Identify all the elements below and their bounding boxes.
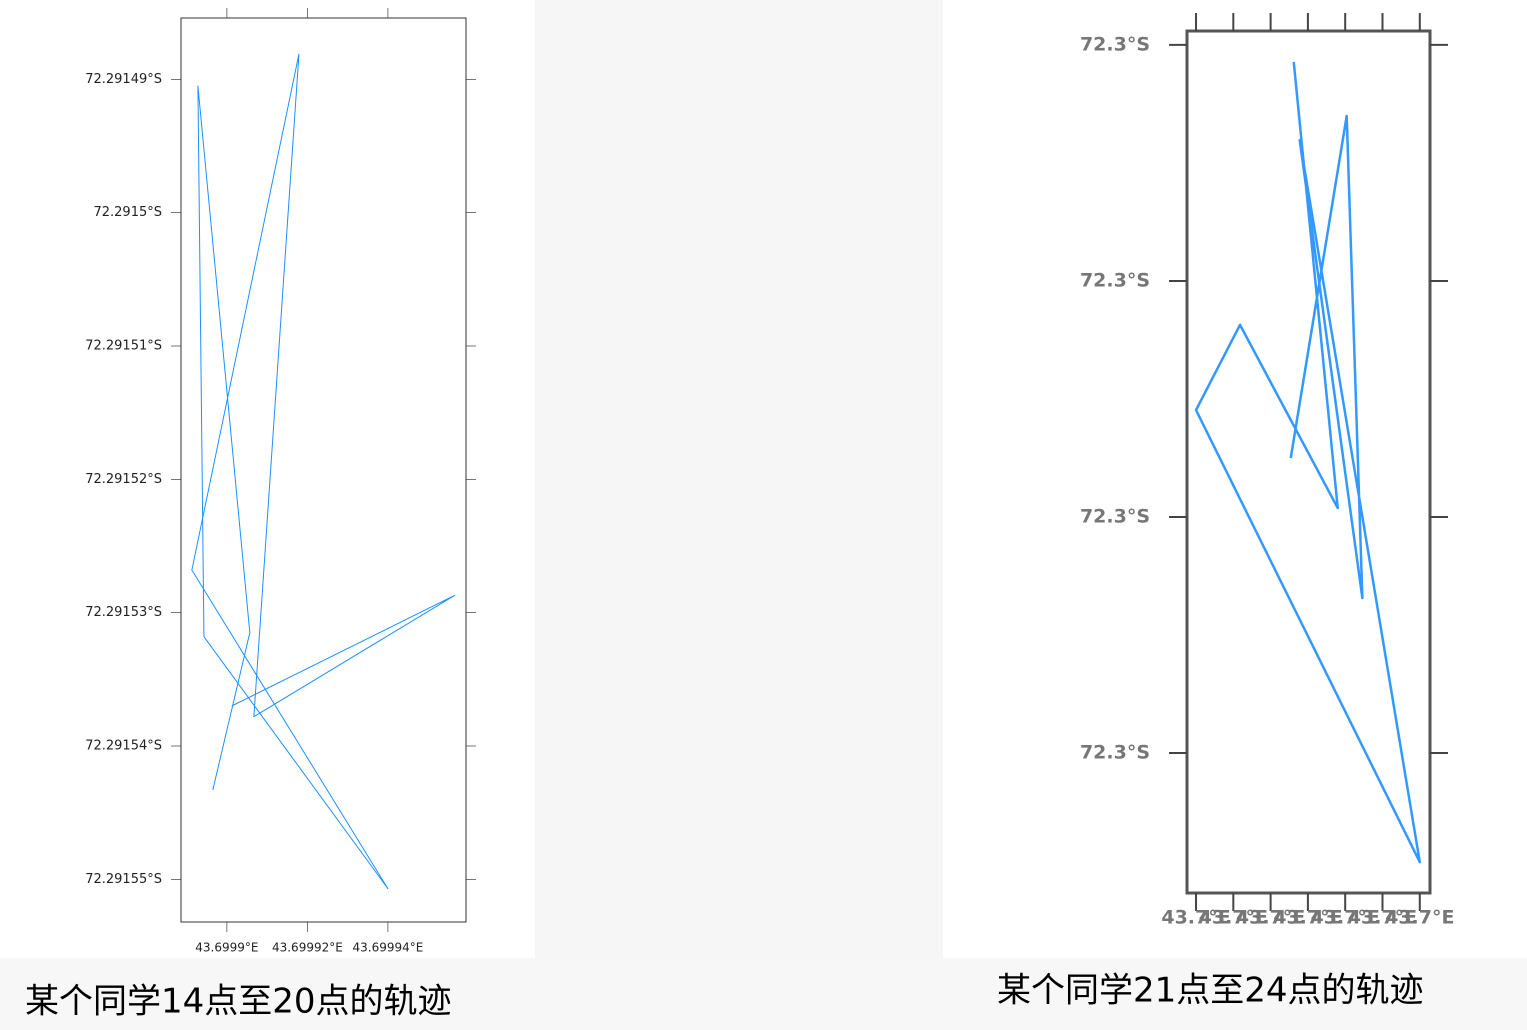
x-tick-label: 43.7°E [1199, 907, 1268, 929]
y-tick-label: 72.29155°S [85, 872, 162, 887]
caption-strip [0, 958, 1527, 1030]
y-tick-label: 72.29151°S [85, 339, 162, 354]
x-tick-label: 43.7°E [1161, 907, 1230, 929]
x-tick-label: 43.6999°E [195, 941, 258, 955]
x-tick-label: 43.7°E [1236, 907, 1305, 929]
y-tick-label: 72.2915°S [93, 205, 162, 220]
track-line [1194, 61, 1422, 864]
caption: 某个同学21点至24点的轨迹 [997, 971, 1424, 1011]
y-tick-label: 72.3°S [1080, 742, 1150, 764]
y-tick-label: 72.29152°S [85, 472, 162, 487]
x-tick-label: 43.69994°E [352, 941, 423, 955]
x-tick-label: 43.7°E [1273, 907, 1342, 929]
track-line [191, 53, 456, 890]
plot-frame [180, 17, 467, 923]
caption: 某个同学14点至20点的轨迹 [25, 982, 452, 1022]
x-tick-label: 43.69992°E [272, 941, 343, 955]
middle-panel [535, 0, 943, 958]
y-tick-label: 72.3°S [1080, 505, 1150, 527]
left-panel [0, 0, 535, 958]
y-tick-label: 72.29149°S [85, 72, 162, 87]
y-tick-label: 72.29153°S [85, 605, 162, 620]
y-tick-label: 72.3°S [1080, 269, 1150, 291]
x-tick-label: 43.7°E [1311, 907, 1380, 929]
y-tick-label: 72.3°S [1080, 33, 1150, 55]
y-tick-label: 72.29154°S [85, 739, 162, 754]
x-tick-label: 43.7°E [1385, 907, 1454, 929]
x-tick-label: 43.7°E [1348, 907, 1417, 929]
right-panel [943, 0, 1527, 958]
